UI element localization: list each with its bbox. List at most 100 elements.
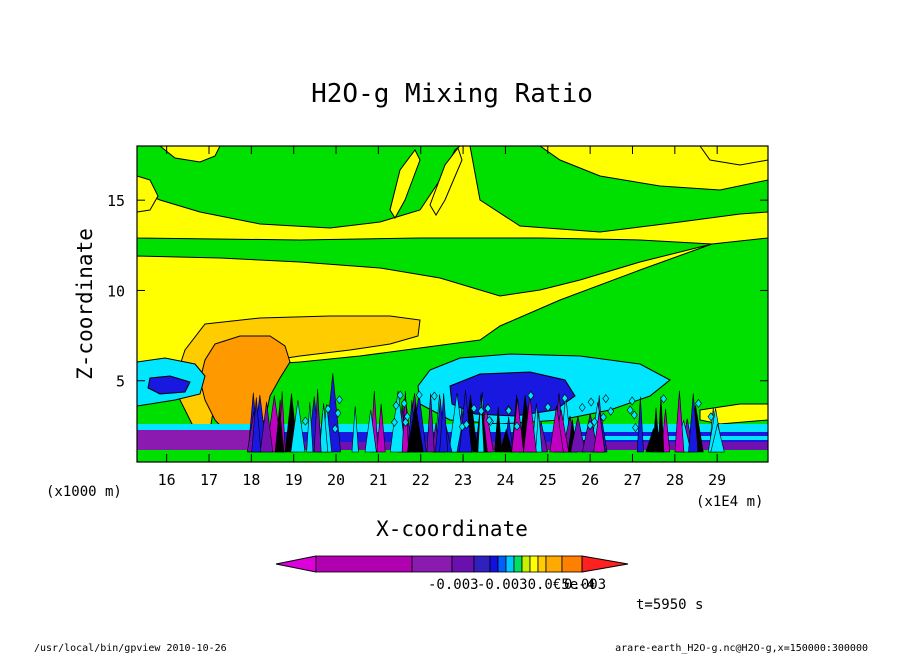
x-axis: 16 17 18 19 20 21 22 23 24 25 26 27 28 29: [158, 146, 726, 489]
footer-right: arare-earth_H2O-g.nc@H2O-g,x=150000:3000…: [615, 643, 868, 654]
colorbar-segment: [513, 555, 523, 573]
diamond-cell: [590, 417, 598, 427]
diamond-cell: [607, 406, 615, 416]
diamond-cell: [403, 412, 411, 422]
x-tick-label: 26: [581, 471, 599, 489]
diamond-cell: [527, 391, 535, 401]
chart-title: H2O-g Mixing Ratio: [311, 79, 593, 109]
yellow-streak: [389, 149, 421, 219]
spike: [494, 406, 503, 453]
diamond-cell: [505, 406, 513, 416]
spike: [407, 403, 424, 453]
x-tick-label: 17: [200, 471, 218, 489]
spike: [259, 401, 274, 453]
diamond-cell: [324, 404, 332, 414]
plot-frame: [136, 145, 769, 463]
colorbar-arrow-right: [581, 555, 629, 573]
spike: [274, 407, 285, 453]
colorbar-segment: [545, 555, 563, 573]
spike: [582, 413, 599, 453]
x-tick-label: 16: [158, 471, 176, 489]
spike: [477, 393, 485, 453]
x-tick-label: 19: [285, 471, 303, 489]
bottom-magenta-patch: [137, 430, 257, 450]
spike: [439, 393, 449, 453]
diamond-cell: [630, 410, 638, 420]
spike: [313, 389, 322, 453]
x-tick-label: 21: [369, 471, 387, 489]
plot-area: [137, 146, 768, 462]
colorbar-segment: [521, 555, 531, 573]
upper-green-patch-2: [469, 146, 768, 233]
x-tick-label: 27: [623, 471, 641, 489]
colorbar-segment: [537, 555, 547, 573]
spike: [688, 393, 699, 453]
colorbar-segment: [315, 555, 413, 573]
colorbar-label-right: 0.003: [564, 577, 606, 593]
x-tick-label: 22: [412, 471, 430, 489]
diamond-cell: [602, 394, 610, 404]
diamond-cell: [336, 395, 343, 405]
diamond-cell: [586, 420, 594, 430]
y-tick-label: 5: [116, 373, 125, 391]
diamond-cell: [587, 397, 595, 407]
diamond-cell: [477, 406, 485, 416]
diamond-cell: [301, 416, 309, 426]
colorbar-label-mid: -0.0030.0€5e-4: [477, 577, 595, 593]
spike: [251, 397, 262, 453]
x-tick-label: 23: [454, 471, 472, 489]
colorbar: [275, 555, 629, 573]
diamond-cell: [334, 408, 342, 418]
turbulent-spikes: [246, 373, 725, 453]
spike: [351, 406, 359, 453]
colorbar-segment: [561, 555, 583, 573]
diamond-cell: [470, 403, 478, 413]
x-tick-label: 18: [242, 471, 260, 489]
bottom-green-band: [137, 450, 768, 462]
diamond-cell: [431, 391, 438, 401]
x-tick-label: 28: [666, 471, 684, 489]
colorbar-segment: [489, 555, 499, 573]
spike: [523, 395, 537, 453]
diamond-cell: [695, 398, 702, 408]
spike: [319, 403, 329, 453]
colorbar-segment: [529, 555, 539, 573]
blue-left-region: [147, 375, 191, 395]
diamond-cell: [544, 402, 552, 412]
spike: [549, 405, 564, 453]
diamond-cell: [331, 424, 339, 434]
diamond-cell: [396, 390, 404, 400]
colorbar-segment: [411, 555, 453, 573]
x-tick-label: 24: [496, 471, 514, 489]
colorbar-arrow-left: [275, 555, 317, 573]
diamond-cell: [660, 394, 667, 404]
spike: [657, 396, 665, 453]
diamond-cell: [626, 405, 634, 415]
y-axis-title: Z-coordinate: [73, 228, 97, 380]
colorbar-segment: [473, 555, 491, 573]
yellow-left-blob: [137, 175, 159, 213]
colorbar-segment: [505, 555, 515, 573]
spike: [306, 402, 314, 453]
spike: [710, 423, 725, 453]
spike: [636, 396, 644, 453]
diamond-cell: [707, 412, 715, 422]
x-axis-title: X-coordinate: [376, 517, 528, 541]
yellow-top-left: [159, 146, 221, 163]
colorbar-segment: [451, 555, 475, 573]
diamond-cell: [561, 393, 569, 403]
diamond-cell: [392, 401, 400, 411]
spike: [570, 416, 586, 453]
x-tick-label: 29: [708, 471, 726, 489]
x-unit-right: (x1E4 m): [696, 494, 763, 510]
spike: [364, 409, 377, 453]
time-label: t=5950 s: [636, 597, 703, 613]
spike: [652, 407, 660, 453]
spike: [499, 428, 513, 453]
diamond-cell: [463, 419, 470, 429]
spike: [674, 390, 685, 453]
x-tick-label: 25: [539, 471, 557, 489]
diamond-cell: [485, 415, 493, 425]
diamond-cell: [632, 423, 639, 433]
